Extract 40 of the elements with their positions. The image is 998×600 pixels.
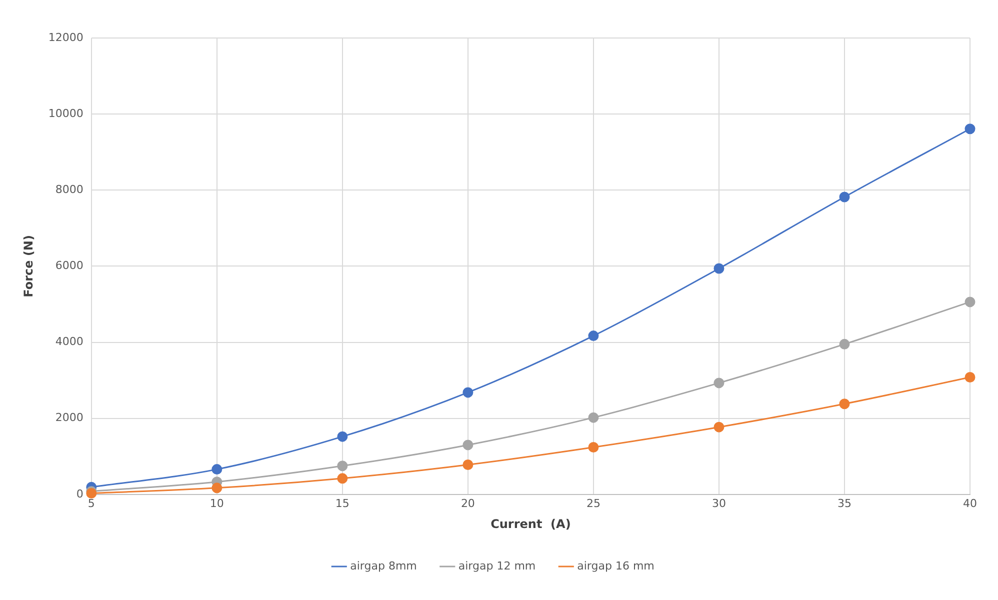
legend-label: airgap 8mm — [350, 559, 417, 572]
legend-label: airgap 12 mm — [458, 559, 536, 572]
point — [714, 263, 724, 274]
point — [462, 440, 474, 450]
y-tick-label: 10000 — [48, 106, 84, 120]
point — [839, 192, 850, 202]
point — [462, 387, 474, 398]
legend-label: airgap 16 mm — [577, 559, 654, 572]
y-tick-label: 2000 — [55, 411, 84, 424]
x-tick-label: 30 — [712, 496, 726, 510]
point — [212, 482, 222, 494]
point — [588, 412, 599, 423]
x-tick-label: 5 — [88, 496, 95, 510]
x-axis-title: Current (A) — [490, 516, 571, 531]
point — [839, 338, 850, 350]
point — [337, 460, 348, 472]
y-tick-label: 12000 — [48, 30, 84, 44]
point — [714, 422, 724, 432]
x-tick-label: 15 — [335, 496, 350, 510]
x-tick-label: 25 — [586, 496, 600, 510]
point — [839, 398, 850, 410]
point — [337, 473, 348, 484]
y-axis-title: Force (N) — [21, 235, 36, 298]
x-tick-label: 35 — [837, 496, 852, 510]
point — [714, 378, 724, 388]
point — [964, 372, 976, 383]
x-tick-label: 40 — [963, 496, 977, 510]
y-tick-label: 6000 — [55, 259, 84, 272]
x-tick-label: 20 — [460, 496, 475, 510]
point — [337, 431, 348, 442]
point — [964, 296, 976, 308]
point — [212, 464, 222, 475]
x-tick-label: 10 — [210, 496, 224, 510]
point — [588, 442, 599, 452]
y-tick-label: 8000 — [55, 182, 84, 196]
y-tick-label: 0 — [76, 487, 84, 500]
point — [462, 459, 474, 470]
point — [588, 330, 599, 342]
point — [964, 124, 976, 134]
y-tick-label: 4000 — [55, 335, 84, 348]
